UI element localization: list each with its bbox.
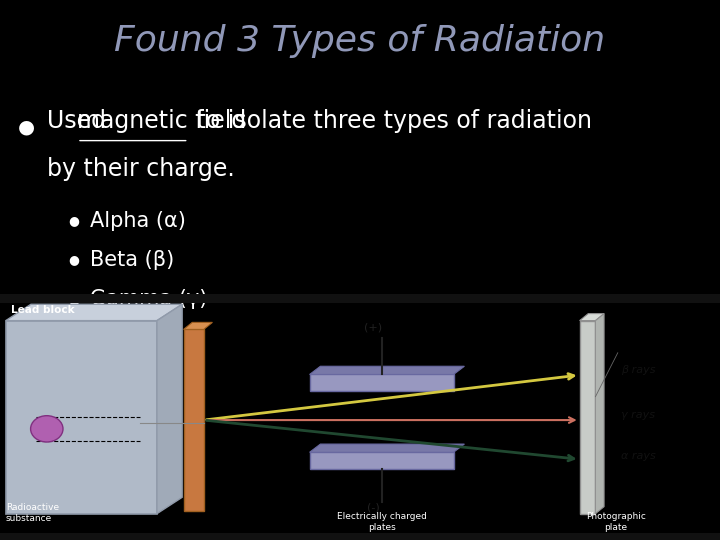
Ellipse shape: [31, 416, 63, 442]
Text: Electrically charged
plates: Electrically charged plates: [337, 512, 426, 532]
Polygon shape: [184, 322, 212, 329]
Text: γ rays: γ rays: [621, 410, 655, 421]
Bar: [0, 294, 720, 303]
Bar: [6, 321, 157, 514]
Bar: [580, 321, 595, 514]
Text: ●: ●: [68, 214, 79, 227]
Bar: [184, 329, 204, 511]
Text: Photographic
plate: Photographic plate: [585, 512, 646, 532]
Text: Gamma (γ): Gamma (γ): [90, 289, 207, 309]
Text: α rays: α rays: [621, 451, 656, 461]
Text: by their charge.: by their charge.: [47, 157, 235, 181]
Text: ●: ●: [68, 254, 79, 267]
Text: Radioactive
substance: Radioactive substance: [6, 503, 59, 523]
Text: to isolate three types of radiation: to isolate three types of radiation: [189, 109, 592, 133]
Text: (+): (+): [364, 322, 382, 333]
Polygon shape: [580, 314, 604, 321]
Polygon shape: [6, 304, 182, 321]
Polygon shape: [310, 444, 464, 453]
Text: ●: ●: [18, 118, 35, 137]
Text: Alpha (α): Alpha (α): [90, 211, 186, 231]
Text: β rays: β rays: [621, 366, 656, 375]
Text: (-): (-): [366, 503, 379, 513]
Polygon shape: [595, 314, 604, 514]
Bar: [0, 533, 720, 540]
Text: Found 3 Types of Radiation: Found 3 Types of Radiation: [114, 24, 606, 58]
FancyBboxPatch shape: [310, 453, 454, 469]
Text: Used: Used: [47, 109, 113, 133]
Text: ●: ●: [68, 293, 79, 306]
Polygon shape: [310, 366, 464, 374]
Polygon shape: [157, 304, 182, 514]
Text: magnetic field: magnetic field: [77, 109, 246, 133]
Text: Lead block: Lead block: [11, 305, 74, 315]
Text: Beta (β): Beta (β): [90, 250, 174, 270]
FancyBboxPatch shape: [310, 374, 454, 391]
